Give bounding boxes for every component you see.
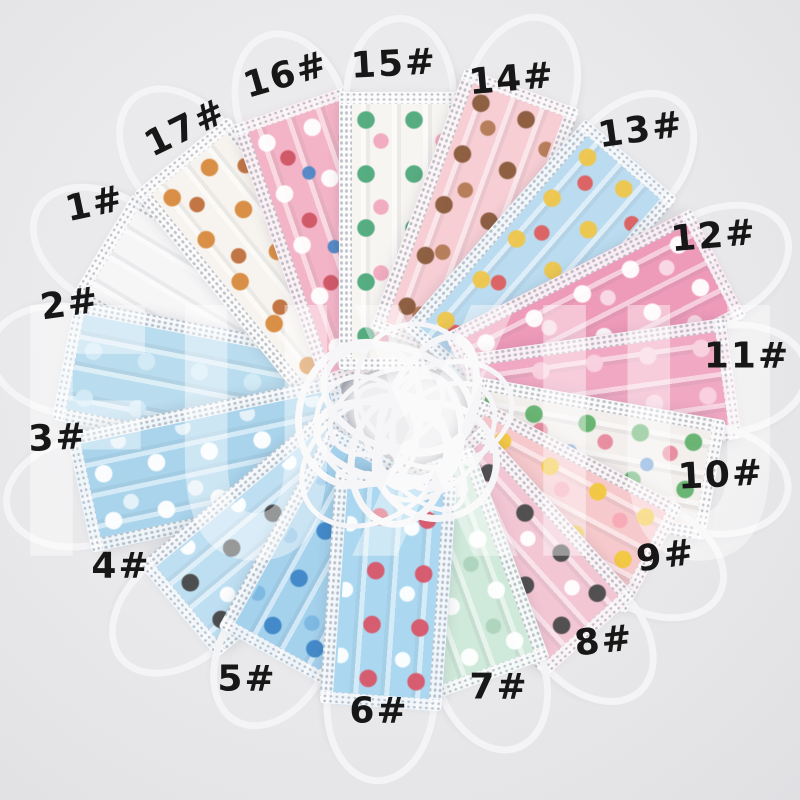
pattern-print xyxy=(335,483,442,697)
mask-label-11: 11# xyxy=(703,335,791,377)
mask-label-7: 7# xyxy=(469,666,529,708)
mask-label-3: 3# xyxy=(27,415,89,461)
mask-label-2: 2# xyxy=(37,279,103,329)
mask-6 xyxy=(318,468,458,789)
mask-label-10: 10# xyxy=(676,452,766,498)
mask-label-15: 15# xyxy=(349,41,439,87)
mask-label-9: 9# xyxy=(633,531,699,581)
mask-label-6: 6# xyxy=(349,690,409,732)
crimp-edge xyxy=(339,92,352,370)
crimp-edge xyxy=(339,358,461,370)
mask-body xyxy=(319,468,458,712)
mask-label-4: 4# xyxy=(91,545,151,587)
mask-label-14: 14# xyxy=(467,54,557,104)
mask-label-8: 8# xyxy=(572,617,636,665)
crimp-edge xyxy=(339,92,461,104)
mask-label-5: 5# xyxy=(217,658,277,700)
mask-label-12: 12# xyxy=(669,211,759,261)
